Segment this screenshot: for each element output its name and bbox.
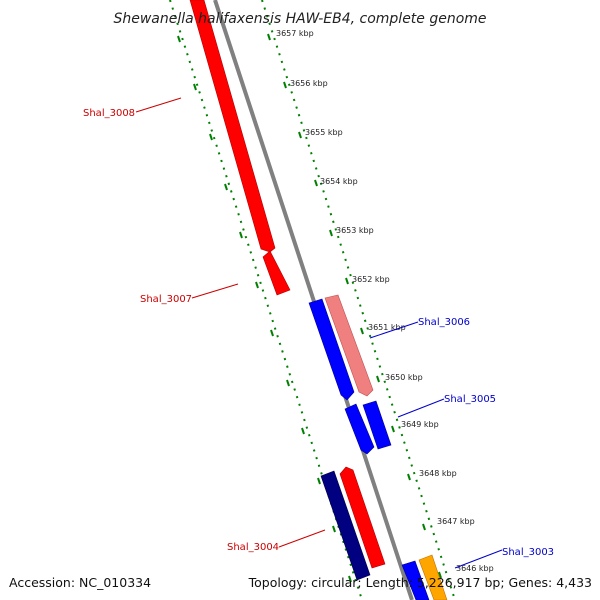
- inner-dotted-ruler: [261, 0, 456, 600]
- gene-shal-3003[interactable]: [401, 560, 430, 600]
- outer-dotted-ruler: [169, 0, 363, 600]
- gene-shal-3004[interactable]: [320, 470, 371, 581]
- scale-label: 3651 kbp: [368, 323, 406, 332]
- inner-major-ticks: [267, 33, 442, 579]
- gene-shal-3005-left[interactable]: [344, 403, 375, 455]
- scale-label: 3648 kbp: [419, 469, 457, 478]
- scale-label: 3649 kbp: [401, 420, 439, 429]
- gene-label-shal-3008: Shal_3008: [83, 108, 135, 119]
- map-title: Shewanella halifaxensis HAW-EB4, complet…: [113, 11, 486, 27]
- accession-text: Accession: NC_010334: [9, 575, 151, 590]
- outer-major-ticks: [177, 35, 352, 583]
- gene-shal-3007[interactable]: [262, 250, 291, 296]
- gene-shal-3006[interactable]: [324, 294, 374, 397]
- scale-label: 3656 kbp: [290, 79, 328, 88]
- label-leaders: [135, 97, 503, 569]
- genome-backbone-line: [213, 0, 414, 600]
- gene-blue-near-3006[interactable]: [308, 298, 355, 401]
- gene-shal-3005[interactable]: [362, 400, 392, 450]
- scale-label: 3650 kbp: [385, 373, 423, 382]
- scale-label: 3646 kbp: [456, 564, 494, 573]
- scale-labels: 3657 kbp 3656 kbp 3655 kbp 3654 kbp 3653…: [276, 29, 494, 573]
- gene-label-shal-3004: Shal_3004: [227, 542, 279, 553]
- topology-text: Topology: circular; Length: 5,226,917 bp…: [248, 575, 592, 590]
- gene-label-shal-3007: Shal_3007: [140, 294, 192, 305]
- scale-label: 3655 kbp: [305, 128, 343, 137]
- gene-orange[interactable]: [418, 554, 448, 600]
- scale-label: 3654 kbp: [320, 177, 358, 186]
- gene-label-shal-3003: Shal_3003: [502, 547, 554, 558]
- scale-label: 3652 kbp: [352, 275, 390, 284]
- gene-shal-3008[interactable]: [189, 0, 276, 253]
- scale-label: 3653 kbp: [336, 226, 374, 235]
- gene-label-shal-3005: Shal_3005: [444, 394, 496, 405]
- scale-label: 3647 kbp: [437, 517, 475, 526]
- gene-label-shal-3006: Shal_3006: [418, 317, 470, 328]
- gene-red-near-3004[interactable]: [339, 466, 386, 569]
- scale-label: 3657 kbp: [276, 29, 314, 38]
